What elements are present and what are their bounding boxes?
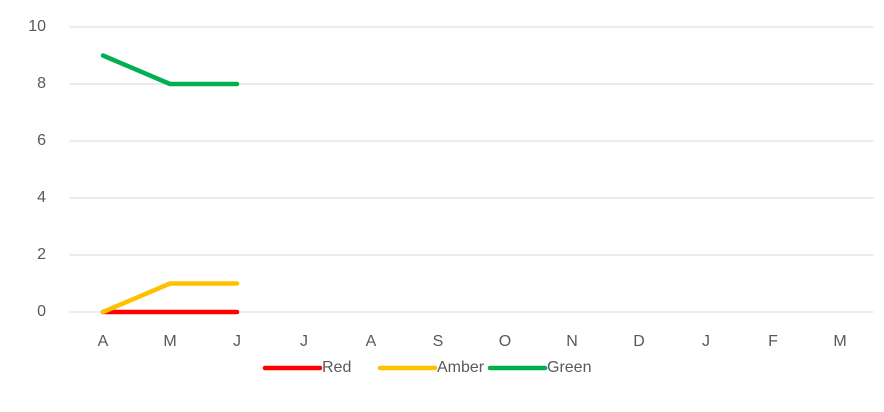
- x-tick-label: M: [163, 333, 176, 350]
- y-tick-label: 10: [28, 18, 46, 35]
- x-tick-label: J: [702, 333, 710, 350]
- y-tick-label: 8: [37, 75, 46, 92]
- x-tick-label: A: [366, 333, 377, 350]
- y-tick-label: 2: [37, 246, 46, 263]
- legend-label: Red: [322, 359, 351, 376]
- line-series: [100, 53, 240, 87]
- legend-label: Green: [547, 359, 591, 376]
- x-tick-label: J: [300, 333, 308, 350]
- legend-label: Amber: [437, 359, 485, 376]
- x-tick-label: N: [566, 333, 578, 350]
- x-tick-label: J: [233, 333, 241, 350]
- line-series: [100, 281, 240, 315]
- x-tick-label: D: [633, 333, 645, 350]
- y-tick-label: 0: [37, 303, 46, 320]
- y-tick-label: 6: [37, 132, 46, 149]
- x-tick-label: M: [833, 333, 846, 350]
- x-tick-label: S: [433, 333, 444, 350]
- y-tick-label: 4: [37, 189, 46, 206]
- x-tick-label: O: [499, 333, 511, 350]
- x-tick-label: A: [98, 333, 109, 350]
- x-tick-label: F: [768, 333, 778, 350]
